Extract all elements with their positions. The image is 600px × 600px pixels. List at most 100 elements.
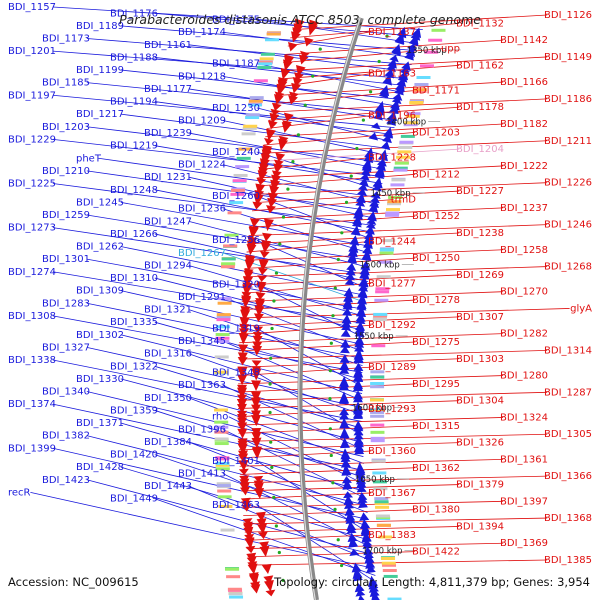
gene-label-bdi-1244[interactable]: BDI_1244 <box>368 236 416 247</box>
gene-label-rho[interactable]: rho <box>212 412 228 423</box>
gene-label-bdi-1177[interactable]: BDI_1177 <box>144 84 192 95</box>
gene-label-bdi-1273[interactable]: BDI_1273 <box>8 223 56 234</box>
gene-label-bdi-1330[interactable]: BDI_1330 <box>76 374 124 385</box>
gene-label-bdi-1225[interactable]: BDI_1225 <box>8 179 56 190</box>
gene-label-bdi-1194[interactable]: BDI_1194 <box>110 97 158 108</box>
gene-label-bdi-1142[interactable]: BDI_1142 <box>500 35 548 46</box>
gene-label-bdi-1305[interactable]: BDI_1305 <box>544 429 592 440</box>
gene-label-bdi-1137[interactable]: BDI_1137 <box>368 27 416 38</box>
gene-label-bdi-1231[interactable]: BDI_1231 <box>144 172 192 183</box>
gene-label-bdi-1197[interactable]: BDI_1197 <box>8 90 56 101</box>
gene-label-bdi-1369[interactable]: BDI_1369 <box>500 538 548 549</box>
gene-label-bdi-1295[interactable]: BDI_1295 <box>412 379 460 390</box>
gene-label-bdi-1188[interactable]: BDI_1188 <box>110 52 158 63</box>
gene-label-bdi-1274[interactable]: BDI_1274 <box>8 267 56 278</box>
gene-label-bdi-1322[interactable]: BDI_1322 <box>110 361 158 372</box>
gene-label-bdi-1382[interactable]: BDI_1382 <box>42 431 90 442</box>
gene-label-bdi-1262[interactable]: BDI_1262 <box>76 242 124 253</box>
gene-label-trmd[interactable]: trmD <box>391 194 417 205</box>
gene-label-bdi-1217[interactable]: BDI_1217 <box>76 109 124 120</box>
gene-label-bdi-1314[interactable]: BDI_1314 <box>544 345 592 356</box>
gene-label-bdi-1239[interactable]: BDI_1239 <box>144 128 192 139</box>
gene-label-bdi-1229[interactable]: BDI_1229 <box>8 134 56 145</box>
gene-label-bdi-1463[interactable]: BDI_1463 <box>212 500 260 511</box>
gene-label-bdi-1361[interactable]: BDI_1361 <box>500 454 548 465</box>
gene-label-bdi-1162[interactable]: BDI_1162 <box>456 60 504 71</box>
gene-label-bdi-1203[interactable]: BDI_1203 <box>42 122 90 133</box>
gene-label-bdi-1157[interactable]: BDI_1157 <box>8 2 56 13</box>
gene-label-bdi-1278[interactable]: BDI_1278 <box>412 295 460 306</box>
gene-label-bdi-1230[interactable]: BDI_1230 <box>212 103 260 114</box>
gene-label-bdi-1397[interactable]: BDI_1397 <box>500 496 548 507</box>
gene-label-bdi-1340[interactable]: BDI_1340 <box>42 387 90 398</box>
gene-label-bdi-1210[interactable]: BDI_1210 <box>42 166 90 177</box>
gene-label-bdi-1327[interactable]: BDI_1327 <box>42 342 90 353</box>
gene-label-upp[interactable]: upp <box>441 44 460 55</box>
gene-label-bdi-1186[interactable]: BDI_1186 <box>544 94 592 105</box>
gene-label-bdi-1399[interactable]: BDI_1399 <box>8 443 56 454</box>
gene-label-bdi-1247[interactable]: BDI_1247 <box>144 216 192 227</box>
gene-label-bdi-1379[interactable]: BDI_1379 <box>456 480 504 491</box>
gene-label-bdi-1310[interactable]: BDI_1310 <box>110 273 158 284</box>
gene-label-bdi-1178[interactable]: BDI_1178 <box>456 102 504 113</box>
gene-label-bdi-1423[interactable]: BDI_1423 <box>42 475 90 486</box>
gene-label-glya[interactable]: glyA <box>570 303 592 314</box>
gene-label-bdi-1166[interactable]: BDI_1166 <box>500 77 548 88</box>
gene-label-bdi-1228[interactable]: BDI_1228 <box>368 153 416 164</box>
gene-label-bdi-1266[interactable]: BDI_1266 <box>110 229 158 240</box>
gene-label-bdi-1277[interactable]: BDI_1277 <box>368 278 416 289</box>
gene-label-bdi-1187[interactable]: BDI_1187 <box>212 59 260 70</box>
gene-label-bdi-1256[interactable]: BDI_1256 <box>212 235 260 246</box>
gene-label-bdi-1371[interactable]: BDI_1371 <box>76 418 124 429</box>
gene-label-bdi-1238[interactable]: BDI_1238 <box>456 228 504 239</box>
gene-label-bdi-1368[interactable]: BDI_1368 <box>544 513 592 524</box>
gene-label-bdi-1363[interactable]: BDI_1363 <box>178 380 226 391</box>
gene-label-bdi-1199[interactable]: BDI_1199 <box>76 65 124 76</box>
gene-label-bdi-1163[interactable]: BDI_1163 <box>368 69 416 80</box>
gene-label-bdi-1401[interactable]: BDI_1401 <box>212 456 260 467</box>
gene-label-bdi-1268[interactable]: BDI_1268 <box>544 262 592 273</box>
gene-label-bdi-1283[interactable]: BDI_1283 <box>42 298 90 309</box>
gene-label-bdi-1383[interactable]: BDI_1383 <box>368 530 416 541</box>
gene-label-bdi-1360[interactable]: BDI_1360 <box>368 446 416 457</box>
gene-label-bdi-1218[interactable]: BDI_1218 <box>178 71 226 82</box>
gene-label-bdi-1348[interactable]: BDI_1348 <box>212 368 260 379</box>
gene-label-bdi-1174[interactable]: BDI_1174 <box>178 27 226 38</box>
gene-label-bdi-1366[interactable]: BDI_1366 <box>544 471 592 482</box>
gene-label-bdi-1132[interactable]: BDI_1132 <box>456 18 504 29</box>
gene-label-bdi-1289[interactable]: BDI_1289 <box>368 362 416 373</box>
gene-label-bdi-1301[interactable]: BDI_1301 <box>42 254 90 265</box>
gene-label-bdi-1269[interactable]: BDI_1269 <box>456 270 504 281</box>
gene-label-bdi-1303[interactable]: BDI_1303 <box>456 354 504 365</box>
gene-label-bdi-1338[interactable]: BDI_1338 <box>8 355 56 366</box>
gene-label-phet[interactable]: pheT <box>76 153 102 164</box>
gene-label-bdi-1287[interactable]: BDI_1287 <box>544 387 592 398</box>
gene-label-bdi-1259[interactable]: BDI_1259 <box>42 210 90 221</box>
gene-label-bdi-1384[interactable]: BDI_1384 <box>144 437 192 448</box>
gene-label-bdi-1185[interactable]: BDI_1185 <box>42 78 90 89</box>
gene-label-bdi-1226[interactable]: BDI_1226 <box>544 178 592 189</box>
gene-label-bdi-1176[interactable]: BDI_1176 <box>110 8 158 19</box>
gene-label-bdi-1212[interactable]: BDI_1212 <box>412 169 460 180</box>
gene-label-bdi-1201[interactable]: BDI_1201 <box>8 46 56 57</box>
gene-label-bdi-1252[interactable]: BDI_1252 <box>412 211 460 222</box>
gene-label-bdi-1222[interactable]: BDI_1222 <box>500 161 548 172</box>
gene-label-bdi-1362[interactable]: BDI_1362 <box>412 463 460 474</box>
gene-label-bdi-1422[interactable]: BDI_1422 <box>412 547 460 558</box>
gene-label-bdi-1224[interactable]: BDI_1224 <box>178 160 226 171</box>
gene-label-bdi-1240[interactable]: BDI_1240 <box>212 147 260 158</box>
gene-label-bdi-1420[interactable]: BDI_1420 <box>110 450 158 461</box>
gene-label-bdi-1204[interactable]: BDI_1204 <box>456 144 504 155</box>
gene-label-bdi-1396[interactable]: BDI_1396 <box>178 424 226 435</box>
gene-label-bdi-1293[interactable]: BDI_1293 <box>368 404 416 415</box>
gene-label-bdi-1280[interactable]: BDI_1280 <box>500 371 548 382</box>
gene-label-bdi-1175[interactable]: BDI_1175 <box>212 15 260 26</box>
gene-label-bdi-1309[interactable]: BDI_1309 <box>76 286 124 297</box>
gene-label-bdi-1245[interactable]: BDI_1245 <box>76 197 124 208</box>
gene-label-bdi-1292[interactable]: BDI_1292 <box>368 320 416 331</box>
gene-label-bdi-1380[interactable]: BDI_1380 <box>412 505 460 516</box>
gene-label-bdi-1182[interactable]: BDI_1182 <box>500 119 548 130</box>
gene-label-bdi-1203[interactable]: BDI_1203 <box>412 127 460 138</box>
gene-label-bdi-1260[interactable]: BDI_1260 <box>212 191 260 202</box>
gene-label-bdi-1449[interactable]: BDI_1449 <box>110 494 158 505</box>
